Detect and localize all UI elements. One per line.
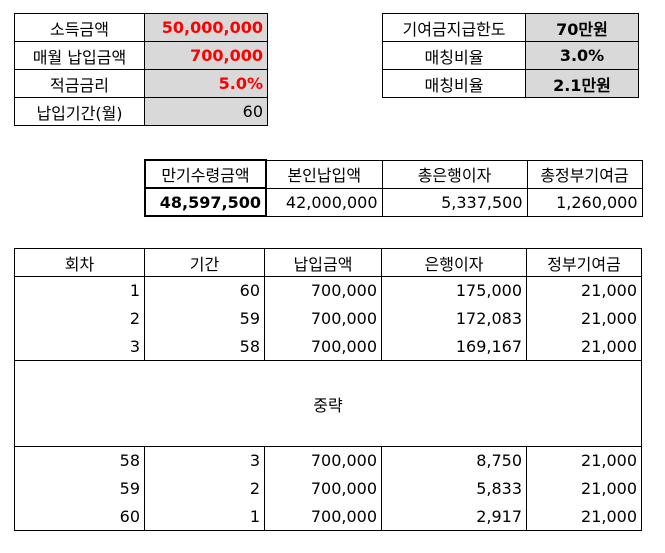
matching-amount-label: 매칭비율 xyxy=(382,69,526,98)
summary-header-maturity: 만기수령금액 xyxy=(144,159,267,189)
cell-gov-contribution: 21,000 xyxy=(526,276,642,305)
input-row-period: 납입기간(월) 60 xyxy=(14,97,268,126)
income-value[interactable]: 50,000,000 xyxy=(144,13,268,42)
cell-period: 58 xyxy=(144,332,265,361)
schedule-table: 회차 기간 납입금액 은행이자 정부기여금 1 60 700,000 175,0… xyxy=(14,248,642,531)
cell-bank-interest: 2,917 xyxy=(381,502,527,531)
period-label: 납입기간(월) xyxy=(14,97,145,126)
cell-period: 59 xyxy=(144,304,265,333)
table-row: 59 2 700,000 5,833 21,000 xyxy=(14,474,642,503)
limits-row-ratio: 매칭비율 3.0% xyxy=(382,41,639,70)
schedule-header-row: 회차 기간 납입금액 은행이자 정부기여금 xyxy=(14,248,642,277)
monthly-payment-label: 매월 납입금액 xyxy=(14,41,145,70)
contribution-limit-value: 70만원 xyxy=(525,13,639,42)
input-table: 소득금액 50,000,000 매월 납입금액 700,000 적금금리 5.0… xyxy=(14,13,268,126)
cell-gov-contribution: 21,000 xyxy=(526,502,642,531)
cell-gov-contribution: 21,000 xyxy=(526,332,642,361)
cell-round: 59 xyxy=(14,474,145,503)
cell-payment: 700,000 xyxy=(264,304,382,333)
table-row: 3 58 700,000 169,167 21,000 xyxy=(14,332,642,361)
summary-value-bank-interest: 5,337,500 xyxy=(381,187,528,217)
schedule-header-gov-contribution: 정부기여금 xyxy=(526,248,642,277)
schedule-header-round: 회차 xyxy=(14,248,145,277)
input-row-monthly: 매월 납입금액 700,000 xyxy=(14,41,268,70)
summary-header-row: 만기수령금액 본인납입액 총은행이자 총정부기여금 xyxy=(144,159,643,189)
summary-table: 만기수령금액 본인납입액 총은행이자 총정부기여금 48,597,500 42,… xyxy=(144,159,643,217)
summary-header-gov-contribution: 총정부기여금 xyxy=(526,159,643,189)
table-row: 1 60 700,000 175,000 21,000 xyxy=(14,276,642,305)
cell-period: 3 xyxy=(144,446,265,475)
interest-rate-value[interactable]: 5.0% xyxy=(144,69,268,98)
cell-payment: 700,000 xyxy=(264,446,382,475)
matching-amount-value: 2.1만원 xyxy=(525,69,639,98)
input-row-income: 소득금액 50,000,000 xyxy=(14,13,268,42)
matching-ratio-value: 3.0% xyxy=(525,41,639,70)
summary-header-principal: 본인납입액 xyxy=(265,159,383,189)
income-label: 소득금액 xyxy=(14,13,145,42)
cell-period: 60 xyxy=(144,276,265,305)
summary-value-principal: 42,000,000 xyxy=(265,187,383,217)
cell-payment: 700,000 xyxy=(264,502,382,531)
summary-header-bank-interest: 총은행이자 xyxy=(381,159,528,189)
limits-row-cap: 기여금지급한도 70만원 xyxy=(382,13,639,42)
summary-value-gov-contribution: 1,260,000 xyxy=(526,187,643,217)
schedule-header-payment: 납입금액 xyxy=(264,248,382,277)
schedule-header-bank-interest: 은행이자 xyxy=(381,248,527,277)
cell-round: 60 xyxy=(14,502,145,531)
cell-gov-contribution: 21,000 xyxy=(526,446,642,475)
cell-round: 2 xyxy=(14,304,145,333)
matching-ratio-label: 매칭비율 xyxy=(382,41,526,70)
cell-period: 2 xyxy=(144,474,265,503)
summary-value-row: 48,597,500 42,000,000 5,337,500 1,260,00… xyxy=(144,187,643,217)
cell-payment: 700,000 xyxy=(264,276,382,305)
cell-bank-interest: 5,833 xyxy=(381,474,527,503)
input-row-rate: 적금금리 5.0% xyxy=(14,69,268,98)
cell-bank-interest: 172,083 xyxy=(381,304,527,333)
period-value[interactable]: 60 xyxy=(144,97,268,126)
table-row: 58 3 700,000 8,750 21,000 xyxy=(14,446,642,475)
cell-bank-interest: 175,000 xyxy=(381,276,527,305)
omitted-row: 중략 xyxy=(14,360,642,447)
limits-table: 기여금지급한도 70만원 매칭비율 3.0% 매칭비율 2.1만원 xyxy=(382,13,639,98)
cell-bank-interest: 8,750 xyxy=(381,446,527,475)
cell-payment: 700,000 xyxy=(264,332,382,361)
cell-bank-interest: 169,167 xyxy=(381,332,527,361)
cell-round: 58 xyxy=(14,446,145,475)
cell-round: 3 xyxy=(14,332,145,361)
contribution-limit-label: 기여금지급한도 xyxy=(382,13,526,42)
interest-rate-label: 적금금리 xyxy=(14,69,145,98)
omitted-label: 중략 xyxy=(14,360,642,447)
limits-row-amount: 매칭비율 2.1만원 xyxy=(382,69,639,98)
cell-gov-contribution: 21,000 xyxy=(526,304,642,333)
cell-period: 1 xyxy=(144,502,265,531)
cell-round: 1 xyxy=(14,276,145,305)
monthly-payment-value[interactable]: 700,000 xyxy=(144,41,268,70)
summary-value-maturity: 48,597,500 xyxy=(144,187,267,217)
table-row: 2 59 700,000 172,083 21,000 xyxy=(14,304,642,333)
schedule-header-period: 기간 xyxy=(144,248,265,277)
cell-gov-contribution: 21,000 xyxy=(526,474,642,503)
cell-payment: 700,000 xyxy=(264,474,382,503)
table-row: 60 1 700,000 2,917 21,000 xyxy=(14,502,642,531)
